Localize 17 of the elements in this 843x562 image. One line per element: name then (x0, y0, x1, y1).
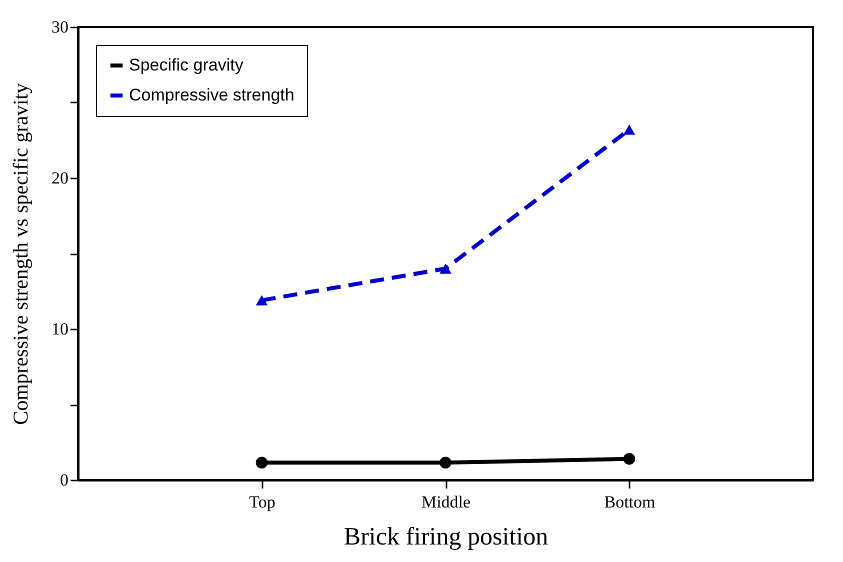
y-tick-label: 30 (52, 18, 68, 36)
x-tick-label: Middle (421, 492, 471, 512)
point (256, 295, 268, 306)
x-tick-label: Bottom (604, 492, 656, 512)
y-tick-label: 10 (52, 320, 68, 338)
point (623, 124, 636, 135)
legend-label: Specific gravity (129, 56, 244, 74)
y-tick-label: 20 (52, 168, 68, 188)
x-axis-title: Brick firing position (344, 524, 549, 550)
y-axis-title: Compressive strength vs specific gravity (8, 82, 32, 425)
point (256, 456, 268, 469)
legend-label: Compressive strength (129, 86, 294, 104)
point (623, 452, 636, 465)
point (440, 456, 452, 469)
y-tick-label: 0 (60, 470, 68, 490)
point (440, 263, 452, 274)
x-tick-label: Top (249, 492, 276, 512)
